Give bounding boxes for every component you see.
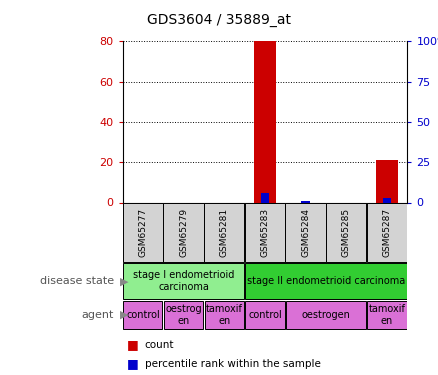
Text: GSM65281: GSM65281 bbox=[220, 208, 229, 257]
Bar bbox=[124, 301, 162, 329]
Bar bbox=[205, 301, 244, 329]
Text: control: control bbox=[126, 310, 160, 320]
Text: stage II endometrioid carcinoma: stage II endometrioid carcinoma bbox=[247, 276, 405, 286]
Bar bbox=[123, 203, 163, 262]
Text: GSM65284: GSM65284 bbox=[301, 208, 310, 257]
Text: disease state: disease state bbox=[40, 276, 114, 286]
Bar bbox=[254, 41, 276, 203]
Bar bbox=[245, 301, 285, 329]
Text: ▶: ▶ bbox=[120, 276, 129, 286]
Bar bbox=[124, 263, 244, 299]
Text: stage I endometrioid
carcinoma: stage I endometrioid carcinoma bbox=[133, 270, 234, 292]
Text: ■: ■ bbox=[127, 339, 139, 351]
Bar bbox=[367, 301, 406, 329]
Text: GDS3604 / 35889_at: GDS3604 / 35889_at bbox=[147, 13, 291, 27]
Text: ▶: ▶ bbox=[120, 310, 129, 320]
Text: tamoxif
en: tamoxif en bbox=[206, 304, 243, 326]
Text: oestrogen: oestrogen bbox=[301, 310, 350, 320]
Text: tamoxif
en: tamoxif en bbox=[368, 304, 406, 326]
Text: agent: agent bbox=[81, 310, 114, 320]
Bar bbox=[326, 203, 366, 262]
Bar bbox=[245, 203, 285, 262]
Text: GSM65283: GSM65283 bbox=[261, 208, 269, 257]
Text: GSM65287: GSM65287 bbox=[382, 208, 392, 257]
Bar bbox=[204, 203, 244, 262]
Text: count: count bbox=[145, 340, 174, 350]
Bar bbox=[261, 193, 269, 202]
Bar bbox=[163, 203, 204, 262]
Bar bbox=[285, 203, 325, 262]
Text: control: control bbox=[248, 310, 282, 320]
Bar bbox=[367, 203, 407, 262]
Text: GSM65279: GSM65279 bbox=[179, 208, 188, 257]
Text: GSM65285: GSM65285 bbox=[342, 208, 351, 257]
Bar bbox=[286, 301, 366, 329]
Text: GSM65277: GSM65277 bbox=[138, 208, 148, 257]
Text: percentile rank within the sample: percentile rank within the sample bbox=[145, 359, 321, 369]
Text: ■: ■ bbox=[127, 357, 139, 370]
Bar bbox=[245, 263, 406, 299]
Bar bbox=[164, 301, 203, 329]
Bar bbox=[301, 201, 310, 202]
Bar bbox=[376, 160, 398, 202]
Text: oestrog
en: oestrog en bbox=[165, 304, 202, 326]
Bar bbox=[382, 198, 392, 202]
